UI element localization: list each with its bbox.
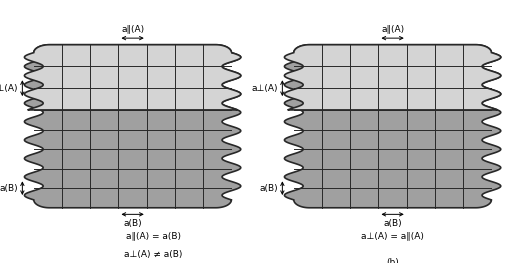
Text: a⊥(A): a⊥(A) [0, 84, 18, 93]
Polygon shape [24, 45, 241, 110]
Polygon shape [284, 45, 501, 110]
Text: a⊥(A) ≠ a(B): a⊥(A) ≠ a(B) [124, 250, 183, 259]
Text: a(B): a(B) [383, 219, 402, 227]
Text: a(B): a(B) [123, 219, 142, 227]
Text: a∥(A): a∥(A) [121, 24, 144, 33]
Text: a(B): a(B) [259, 184, 278, 193]
Text: a⊥(A): a⊥(A) [252, 84, 278, 93]
Text: a⊥(A) = a∥(A): a⊥(A) = a∥(A) [361, 231, 424, 240]
Polygon shape [24, 45, 241, 208]
Polygon shape [284, 45, 501, 208]
Text: a∥(A) = a(B): a∥(A) = a(B) [126, 231, 181, 240]
Text: (b): (b) [386, 258, 399, 263]
Text: a(B): a(B) [0, 184, 18, 193]
Text: a∥(A): a∥(A) [381, 24, 404, 33]
